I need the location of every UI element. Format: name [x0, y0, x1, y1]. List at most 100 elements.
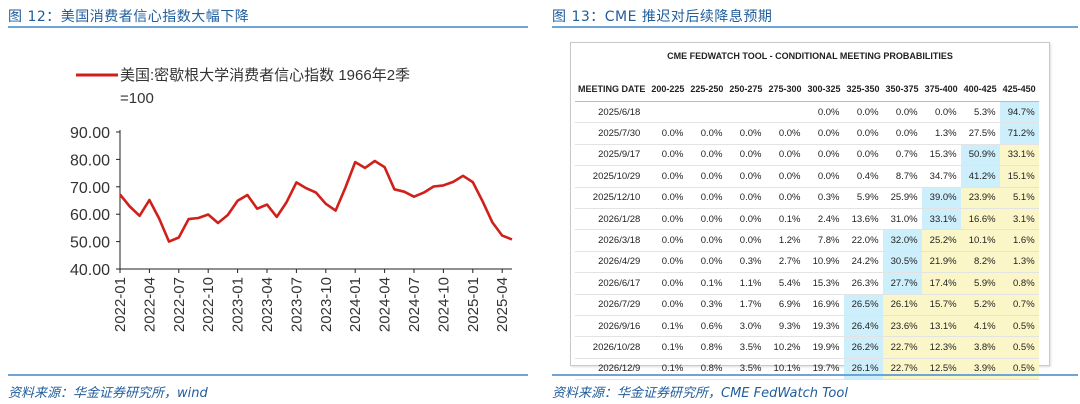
probability-cell: 0.0%: [648, 294, 688, 316]
probability-cell: 0.8%: [687, 358, 727, 381]
probability-cell: 26.1%: [843, 358, 883, 381]
probability-cell: 0.3%: [726, 251, 766, 274]
figure-12-source: 资料来源：华金证券研究所，wind: [8, 386, 208, 401]
probability-cell: 0.5%: [999, 336, 1039, 359]
fedwatch-table-title: CME FEDWATCH TOOL - CONDITIONAL MEETING …: [667, 51, 953, 61]
probability-cell: 30.5%: [882, 251, 922, 274]
meeting-date-cell: 2026/1/28: [575, 208, 649, 231]
probability-cell: 0.0%: [648, 165, 688, 188]
probability-cell: 13.6%: [843, 208, 883, 231]
probability-cell: 0.0%: [804, 144, 844, 167]
probability-cell: 33.1%: [921, 208, 961, 231]
probability-cell: 0.0%: [765, 144, 805, 167]
probability-cell: 31.0%: [882, 208, 922, 231]
table-row: 2025/10/29 0.0% 0.0% 0.0% 0.0% 0.0% 0.4% 8.7% 34…: [575, 165, 1039, 188]
meeting-date-cell: 2025/6/18: [575, 101, 649, 124]
probability-cell: 0.5%: [999, 315, 1039, 338]
meeting-date-cell: 2025/10/29: [575, 165, 649, 188]
probability-cell: 0.1%: [648, 358, 688, 381]
probability-cell: 27.7%: [882, 272, 922, 295]
probability-cell: 22.7%: [882, 336, 922, 359]
y-tick-label: 40.00: [70, 262, 110, 279]
x-tick-label: 2022-04: [141, 277, 158, 332]
meeting-date-cell: 2026/3/18: [575, 229, 649, 252]
probability-cell: 26.5%: [843, 294, 883, 316]
table-row: 2026/10/28 0.1% 0.8% 3.5% 10.2% 19.9% 26.2% 22.…: [575, 336, 1039, 359]
probability-cell: [765, 101, 805, 124]
legend-label-line1: 美国:密歇根大学消费者信心指数 1966年2季: [120, 67, 410, 84]
meeting-date-cell: 2026/9/16: [575, 315, 649, 338]
probability-cell: 0.0%: [765, 187, 805, 209]
y-tick-label: 80.00: [70, 152, 110, 169]
probability-cell: 3.0%: [726, 315, 766, 338]
table-row: 2025/6/18 0.0% 0.0% 0.0% 0.0% 5.3% 94.7%: [575, 101, 1039, 124]
probability-cell: 19.3%: [804, 315, 844, 338]
series-line-consumer-sentiment: [118, 159, 513, 243]
probability-cell: 1.3%: [999, 251, 1039, 274]
consumer-sentiment-line-chart: 美国:密歇根大学消费者信心指数 1966年2季 =100 90.00 80.00 7…: [70, 67, 513, 332]
probability-cell: 5.2%: [960, 294, 1000, 316]
x-tick-label: 2022-01: [112, 277, 129, 332]
probability-cell: 0.0%: [687, 229, 727, 252]
probability-cell: 26.2%: [843, 336, 883, 359]
probability-cell: 0.8%: [999, 272, 1039, 295]
probability-cell: 32.0%: [882, 229, 922, 252]
probability-cell: [648, 101, 688, 124]
figure-13-source: 资料来源：华金证券研究所，CME FedWatch Tool: [552, 386, 848, 401]
probability-cell: 23.6%: [882, 315, 922, 338]
table-row: 2026/7/29 0.0% 0.3% 1.7% 6.9% 16.9% 26.5% 26.1%…: [575, 294, 1039, 316]
probability-cell: 26.4%: [843, 315, 883, 338]
probability-cell: 0.3%: [804, 187, 844, 209]
probability-cell: 0.0%: [726, 229, 766, 252]
probability-cell: 0.0%: [648, 251, 688, 274]
y-tick-label: 60.00: [70, 207, 110, 224]
table-row: 2025/12/10 0.0% 0.0% 0.0% 0.0% 0.3% 5.9% 25.9% 3…: [575, 187, 1039, 209]
probability-cell: 1.7%: [726, 294, 766, 316]
title-rule: [552, 26, 1078, 28]
column-header-range: 300-325: [804, 77, 844, 102]
axis-lines: [119, 130, 512, 270]
x-tick-label: 2024-07: [406, 277, 423, 332]
probability-cell: 0.8%: [687, 336, 727, 359]
probability-cell: 5.4%: [765, 272, 805, 295]
fedwatch-probability-table: MEETING DATE 200-225 225-250 250-275 275-300…: [575, 77, 1039, 381]
probability-cell: 6.9%: [765, 294, 805, 316]
probability-cell: 2.7%: [765, 251, 805, 274]
probability-cell: 22.7%: [882, 358, 922, 381]
probability-cell: 50.9%: [960, 144, 1000, 167]
probability-cell: 0.0%: [648, 187, 688, 209]
probability-cell: 17.4%: [921, 272, 961, 295]
probability-cell: 0.0%: [843, 144, 883, 167]
probability-cell: 0.0%: [648, 122, 688, 145]
probability-cell: 5.3%: [960, 101, 1000, 124]
probability-cell: 15.3%: [804, 272, 844, 295]
table-row: 2026/12/9 0.1% 0.8% 3.5% 10.1% 19.7% 26.1% 22.7…: [575, 358, 1039, 381]
probability-cell: 0.0%: [726, 187, 766, 209]
probability-cell: 2.4%: [804, 208, 844, 231]
meeting-date-cell: 2026/7/29: [575, 294, 649, 316]
probability-cell: 7.8%: [804, 229, 844, 252]
probability-cell: 1.6%: [999, 229, 1039, 252]
x-tick-label: 2022-10: [200, 277, 217, 332]
probability-cell: 24.2%: [843, 251, 883, 274]
probability-cell: 0.0%: [804, 122, 844, 145]
probability-cell: 1.3%: [921, 122, 961, 145]
probability-cell: 0.5%: [999, 358, 1039, 381]
probability-cell: 25.9%: [882, 187, 922, 209]
probability-cell: 21.9%: [921, 251, 961, 274]
x-tick-label: 2025-01: [465, 277, 482, 332]
probability-cell: 0.0%: [882, 101, 922, 124]
column-header-range: 325-350: [843, 77, 883, 102]
probability-cell: 94.7%: [999, 101, 1039, 124]
x-tick-label: 2024-04: [377, 277, 394, 332]
probability-cell: 0.0%: [687, 187, 727, 209]
probability-cell: 3.8%: [960, 336, 1000, 359]
column-header-range: 250-275: [726, 77, 766, 102]
probability-cell: 0.0%: [921, 101, 961, 124]
right-figure: 图 13：CME 推迟对后续降息预期 CME FEDWATCH TOOL - C…: [552, 0, 1078, 404]
probability-cell: 71.2%: [999, 122, 1039, 145]
probability-cell: 0.0%: [687, 165, 727, 188]
probability-cell: 34.7%: [921, 165, 961, 188]
probability-cell: [687, 101, 727, 124]
